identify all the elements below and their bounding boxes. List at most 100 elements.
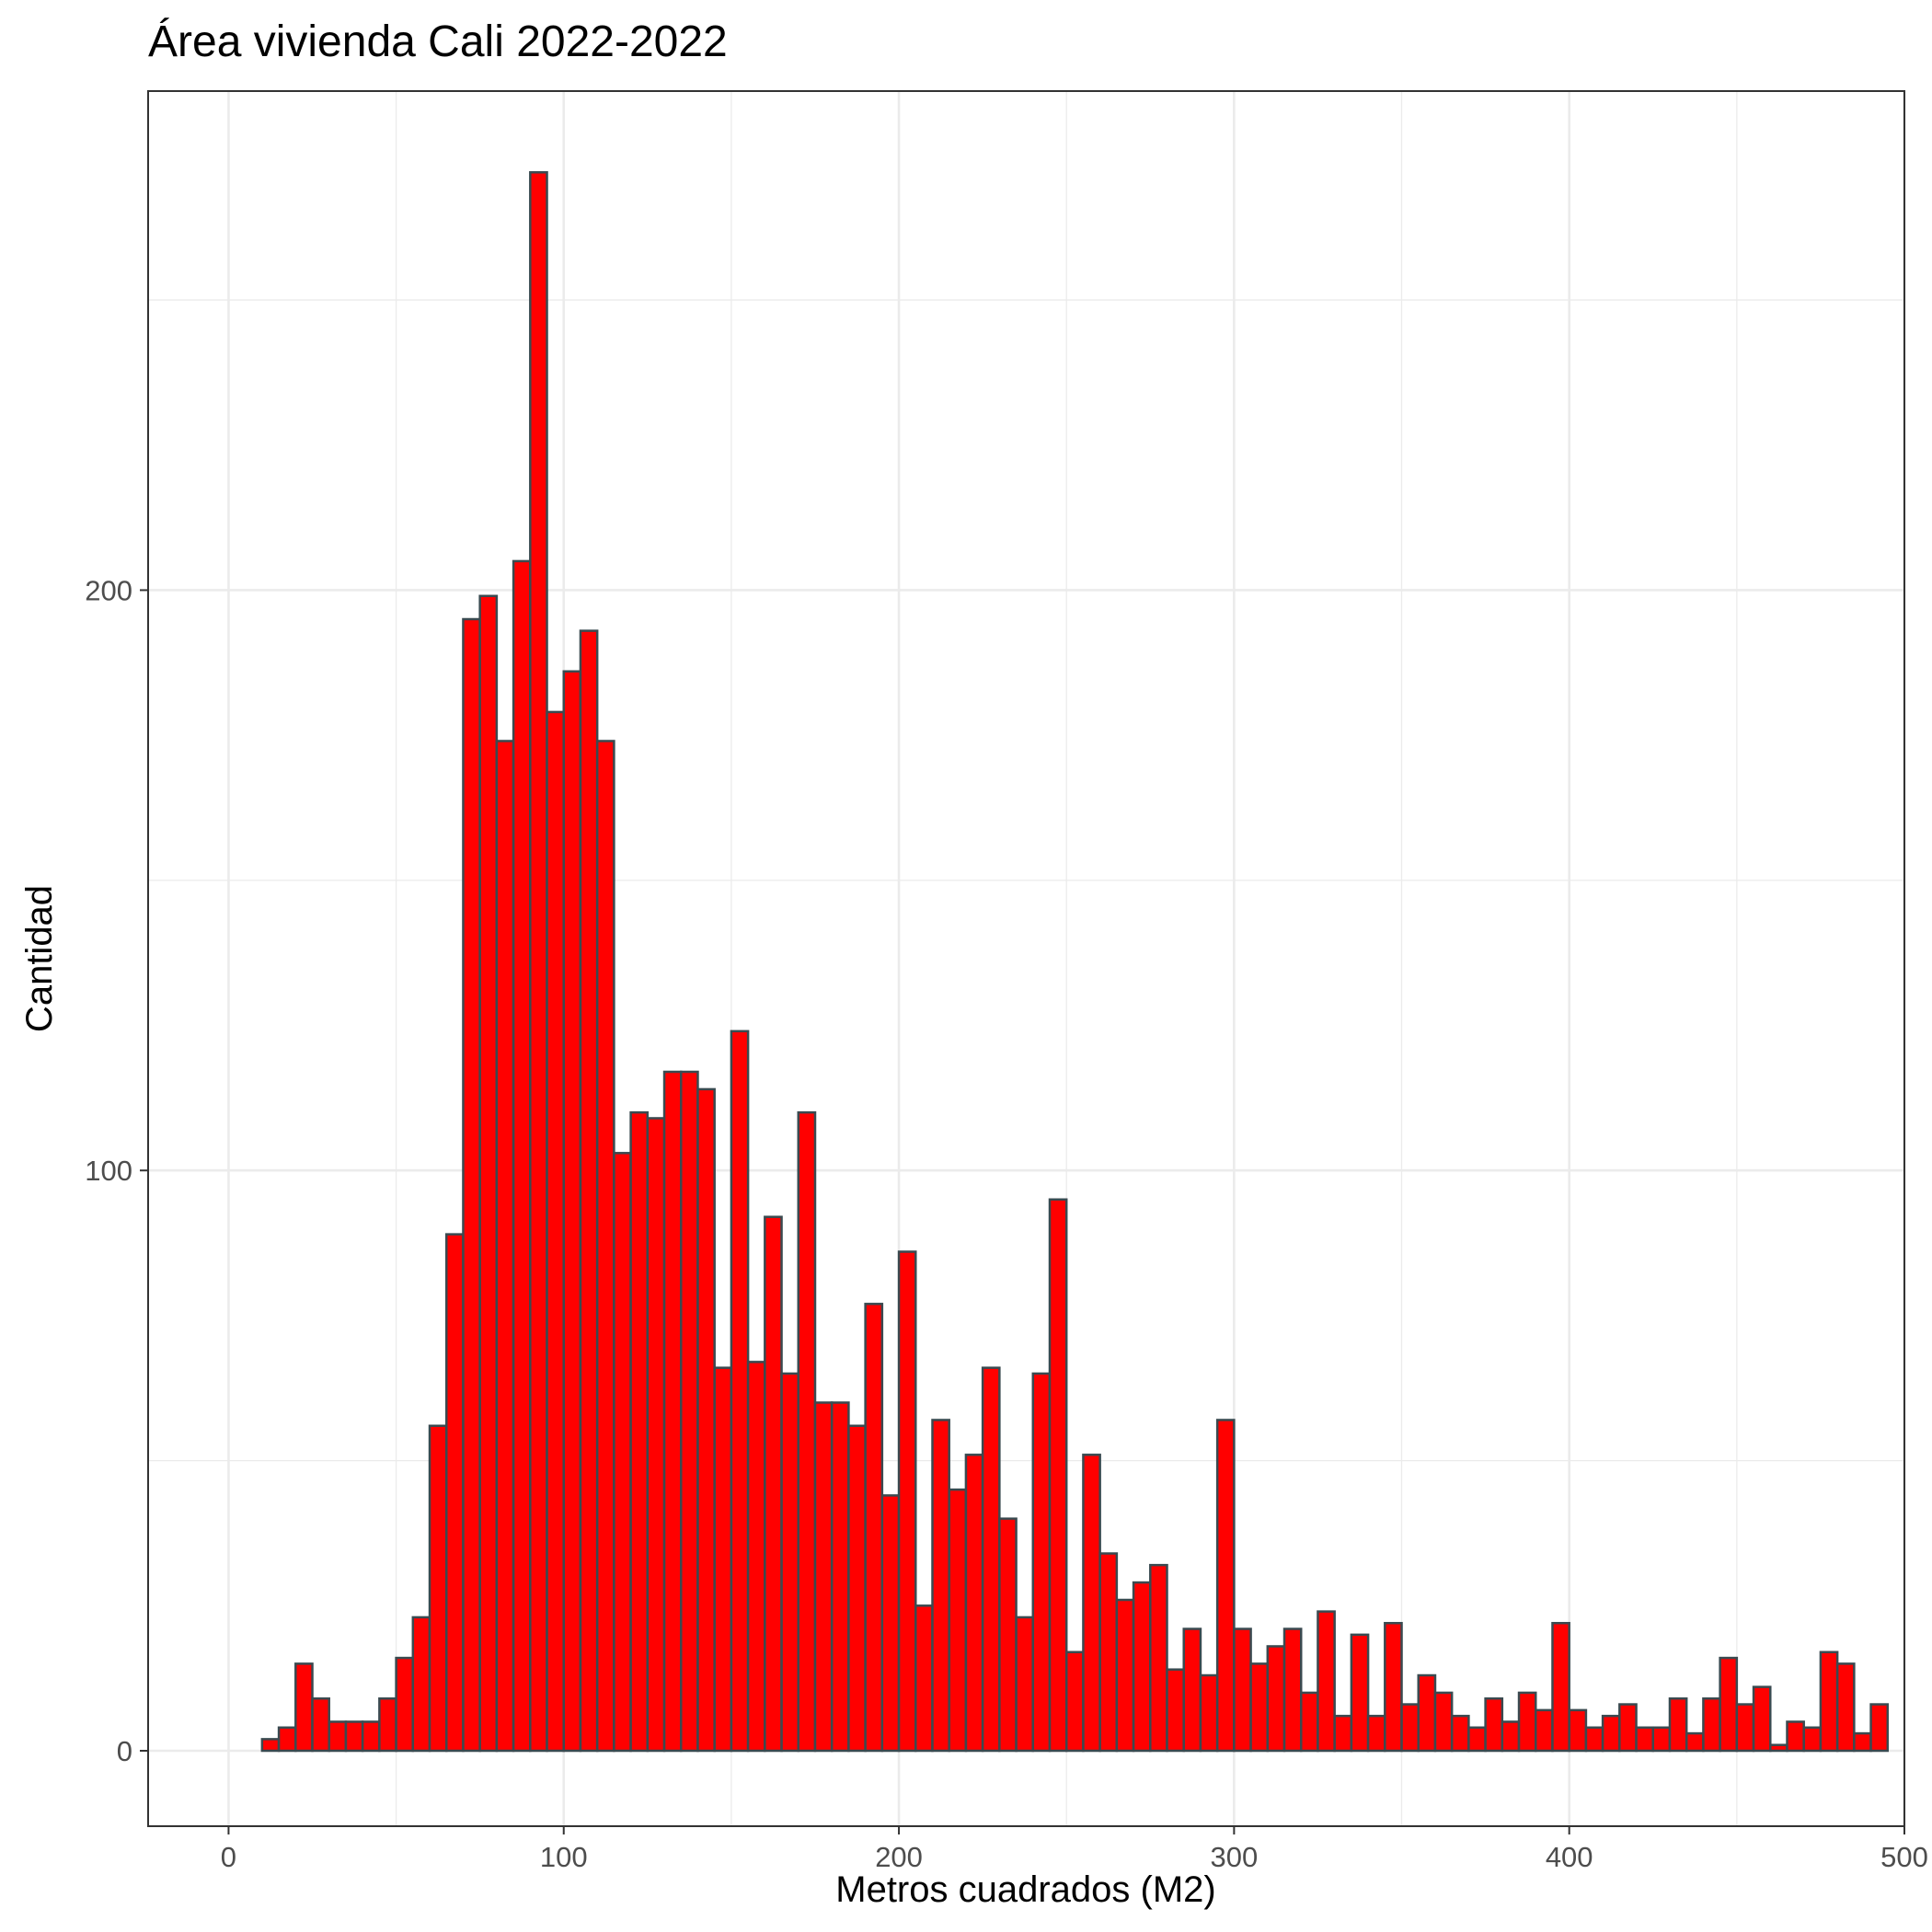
histogram-bar	[1149, 1563, 1168, 1753]
histogram-bar	[981, 1366, 1001, 1753]
histogram-bar	[1082, 1454, 1101, 1753]
histogram-bar	[411, 1616, 431, 1753]
histogram-bar	[998, 1517, 1018, 1753]
histogram-bar	[595, 740, 615, 1753]
histogram-bar	[1685, 1731, 1705, 1753]
y-axis-label: Cantidad	[19, 885, 60, 1032]
histogram-bar	[1417, 1673, 1437, 1753]
histogram-bar	[1584, 1726, 1604, 1753]
histogram-bar	[579, 629, 599, 1753]
histogram-bar	[1618, 1703, 1638, 1753]
histogram-bars	[260, 171, 1890, 1753]
histogram-bar	[1835, 1662, 1856, 1753]
histogram-bar	[328, 1720, 348, 1753]
histogram-bar	[1819, 1650, 1839, 1753]
histogram-bar	[797, 1110, 817, 1753]
histogram-bar	[1869, 1703, 1890, 1753]
histogram-bar	[395, 1656, 415, 1753]
histogram-bar	[1551, 1621, 1570, 1753]
histogram-bar	[1450, 1714, 1470, 1753]
histogram-bar	[1568, 1708, 1588, 1753]
x-axis: 0 100 200 300 400 500	[221, 1826, 1928, 1873]
histogram-bar	[1350, 1633, 1370, 1753]
histogram-bar	[780, 1372, 800, 1753]
histogram-bar	[1233, 1627, 1252, 1753]
histogram-bar	[613, 1152, 632, 1753]
histogram-bar	[1702, 1696, 1721, 1753]
histogram-bar	[1031, 1372, 1052, 1753]
x-axis-label: Metros cuadrados (M2)	[835, 1869, 1215, 1910]
histogram-bar	[1299, 1691, 1319, 1753]
histogram-bar	[1433, 1691, 1454, 1753]
histogram-bar	[1166, 1668, 1185, 1753]
y-tick-label: 0	[117, 1735, 132, 1767]
histogram-bar	[562, 670, 582, 1753]
y-tick-label: 200	[85, 574, 132, 606]
histogram-bar	[1802, 1726, 1823, 1753]
histogram-bar	[1517, 1691, 1537, 1753]
histogram-bar	[378, 1696, 397, 1753]
histogram-bar	[361, 1720, 381, 1753]
histogram-bar	[260, 1738, 281, 1753]
histogram-bar	[1786, 1720, 1805, 1753]
histogram-bar	[1098, 1552, 1119, 1753]
histogram-bar	[746, 1361, 766, 1753]
x-tick-label: 0	[221, 1841, 236, 1873]
histogram-bar	[495, 740, 515, 1753]
histogram-bar	[1535, 1708, 1554, 1753]
x-tick-label: 100	[540, 1841, 588, 1873]
y-tick-label: 100	[85, 1155, 132, 1187]
histogram-bar	[1333, 1714, 1353, 1753]
histogram-bar	[1015, 1616, 1035, 1753]
histogram-bar	[478, 594, 499, 1753]
histogram-bar	[1735, 1703, 1755, 1753]
histogram-bar	[964, 1454, 984, 1753]
histogram-bar	[512, 559, 532, 1753]
histogram-bar	[1651, 1726, 1672, 1753]
histogram-bar	[646, 1117, 666, 1753]
histogram-bar	[830, 1401, 850, 1753]
x-tick-label: 200	[875, 1841, 923, 1873]
histogram-bar	[1132, 1581, 1152, 1753]
histogram-bar	[680, 1070, 699, 1753]
histogram-bar	[897, 1250, 917, 1753]
chart-title: Área vivienda Cali 2022-2022	[148, 17, 728, 66]
histogram-bar	[662, 1070, 683, 1753]
histogram-bar	[529, 171, 548, 1753]
y-axis: 0 100 200	[85, 574, 148, 1767]
histogram-bar	[462, 617, 481, 1753]
histogram-bar	[344, 1720, 364, 1753]
histogram-bar	[1635, 1726, 1655, 1753]
x-tick-label: 300	[1211, 1841, 1259, 1873]
histogram-bar	[914, 1604, 934, 1753]
histogram-bar	[948, 1488, 968, 1753]
histogram-bar	[1467, 1726, 1487, 1753]
histogram-bar	[1668, 1696, 1688, 1753]
histogram-bar	[1115, 1598, 1135, 1753]
histogram-bar	[428, 1424, 448, 1753]
x-tick-label: 400	[1546, 1841, 1593, 1873]
histogram-bar	[294, 1662, 314, 1753]
histogram-bar	[629, 1110, 650, 1753]
histogram-bar	[1199, 1673, 1219, 1753]
histogram-bar	[546, 710, 565, 1753]
histogram-bar	[880, 1494, 901, 1753]
histogram-bar	[1400, 1703, 1420, 1753]
histogram-bar	[1215, 1419, 1236, 1753]
histogram-bar	[1048, 1198, 1068, 1753]
histogram-bar	[1719, 1656, 1739, 1753]
histogram-bar	[1366, 1714, 1386, 1753]
histogram-bar	[444, 1233, 465, 1753]
histogram-bar	[1384, 1621, 1403, 1753]
histogram-bar	[1769, 1743, 1788, 1753]
histogram-bar	[1282, 1627, 1303, 1753]
histogram-bar	[713, 1366, 733, 1753]
histogram-bar	[311, 1696, 330, 1753]
histogram-bar	[1266, 1645, 1286, 1753]
histogram-bar	[931, 1419, 950, 1753]
histogram-bar	[1317, 1610, 1336, 1753]
histogram-bar	[813, 1401, 834, 1753]
grid-lines	[148, 91, 1906, 1826]
histogram-bar	[1752, 1685, 1772, 1753]
